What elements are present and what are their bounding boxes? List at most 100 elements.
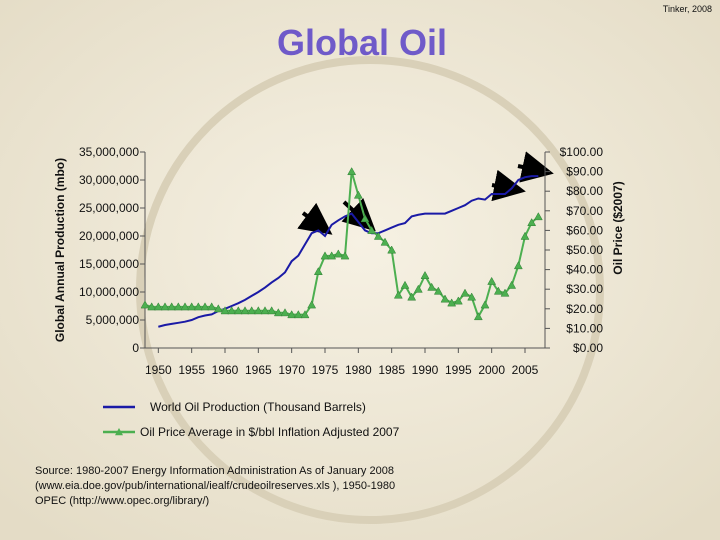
point-marker <box>533 212 543 221</box>
y-tick-label: 15,000,000 <box>79 257 139 271</box>
point-marker <box>307 300 317 309</box>
point-marker <box>333 249 343 258</box>
watermark <box>136 56 604 524</box>
point-marker <box>347 167 357 176</box>
point-marker <box>253 306 263 315</box>
point-marker <box>187 302 197 311</box>
y2-axis-label: Oil Price ($2007) <box>611 181 625 274</box>
y-tick-label: 35,000,000 <box>79 145 139 159</box>
point-marker <box>500 288 510 297</box>
point-marker <box>213 304 223 313</box>
point-marker <box>353 190 363 199</box>
point-marker <box>147 302 157 311</box>
legend-marker <box>115 428 123 436</box>
x-tick-label: 1965 <box>245 363 272 377</box>
point-marker <box>167 302 177 311</box>
source-note: (www.eia.doe.gov/pub/international/iealf… <box>35 480 395 492</box>
point-marker <box>207 302 217 311</box>
point-marker <box>300 310 310 319</box>
arrow <box>297 202 333 235</box>
point-marker <box>493 286 503 295</box>
point-marker <box>340 251 350 260</box>
point-marker <box>480 300 490 309</box>
x-tick-label: 1960 <box>212 363 239 377</box>
point-marker <box>407 292 417 301</box>
point-marker <box>173 302 183 311</box>
x-tick-label: 1970 <box>278 363 305 377</box>
y2-tick-label: $30.00 <box>566 282 603 296</box>
x-tick-label: 1995 <box>445 363 472 377</box>
point-marker <box>373 231 383 240</box>
y-tick-label: 20,000,000 <box>79 229 139 243</box>
y2-tick-label: $60.00 <box>566 223 603 237</box>
point-marker <box>427 282 437 291</box>
point-marker <box>200 302 210 311</box>
y-tick-label: 25,000,000 <box>79 201 139 215</box>
y-axis-label: Global Annual Production (mbo) <box>53 158 67 342</box>
point-marker <box>313 267 323 276</box>
y2-tick-label: $50.00 <box>566 243 603 257</box>
point-marker <box>233 306 243 315</box>
point-marker <box>260 306 270 315</box>
point-marker <box>420 270 430 279</box>
x-tick-label: 2005 <box>512 363 539 377</box>
y2-tick-label: $100.00 <box>560 145 604 159</box>
y2-tick-label: $70.00 <box>566 204 603 218</box>
point-marker <box>400 280 410 289</box>
arrow <box>517 151 554 183</box>
point-marker <box>140 300 150 309</box>
y2-tick-label: $80.00 <box>566 184 603 198</box>
y-tick-label: 5,000,000 <box>86 313 140 327</box>
point-marker <box>273 308 283 317</box>
point-marker <box>360 214 370 223</box>
point-marker <box>320 251 330 260</box>
point-marker <box>413 284 423 293</box>
point-marker <box>487 276 497 285</box>
y2-tick-label: $10.00 <box>566 321 603 335</box>
point-marker <box>467 292 477 301</box>
point-marker <box>393 290 403 299</box>
point-marker <box>507 280 517 289</box>
point-marker <box>367 225 377 234</box>
point-marker <box>220 306 230 315</box>
x-tick-label: 2000 <box>478 363 505 377</box>
point-marker <box>460 288 470 297</box>
y2-tick-label: $20.00 <box>566 302 603 316</box>
y2-tick-label: $90.00 <box>566 165 603 179</box>
point-marker <box>440 294 450 303</box>
credit: Tinker, 2008 <box>663 4 712 14</box>
point-marker <box>387 245 397 254</box>
point-marker <box>287 310 297 319</box>
point-marker <box>527 218 537 227</box>
point-marker <box>247 306 257 315</box>
source-note: OPEC (http://www.opec.org/library/) <box>35 495 209 507</box>
point-marker <box>193 302 203 311</box>
point-marker <box>380 237 390 246</box>
y-tick-label: 30,000,000 <box>79 173 139 187</box>
point-marker <box>160 302 170 311</box>
point-marker <box>513 261 523 270</box>
x-tick-label: 1955 <box>178 363 205 377</box>
x-tick-label: 1980 <box>345 363 372 377</box>
point-marker <box>433 286 443 295</box>
point-marker <box>267 306 277 315</box>
point-marker <box>327 251 337 260</box>
x-tick-label: 1975 <box>312 363 339 377</box>
point-marker <box>153 302 163 311</box>
legend-label: Oil Price Average in $/bbl Inflation Adj… <box>140 425 400 439</box>
y2-tick-label: $40.00 <box>566 263 603 277</box>
source-note: Source: 1980-2007 Energy Information Adm… <box>35 465 394 477</box>
arrow <box>491 169 526 202</box>
point-marker <box>280 308 290 317</box>
point-marker <box>227 306 237 315</box>
y-tick-label: 0 <box>132 341 139 355</box>
chart-title: Global Oil <box>277 22 447 63</box>
y-tick-label: 10,000,000 <box>79 285 139 299</box>
legend-label: World Oil Production (Thousand Barrels) <box>150 400 366 414</box>
y2-tick-label: $0.00 <box>573 341 603 355</box>
x-tick-label: 1950 <box>145 363 172 377</box>
point-marker <box>240 306 250 315</box>
x-tick-label: 1985 <box>378 363 405 377</box>
point-marker <box>473 312 483 321</box>
